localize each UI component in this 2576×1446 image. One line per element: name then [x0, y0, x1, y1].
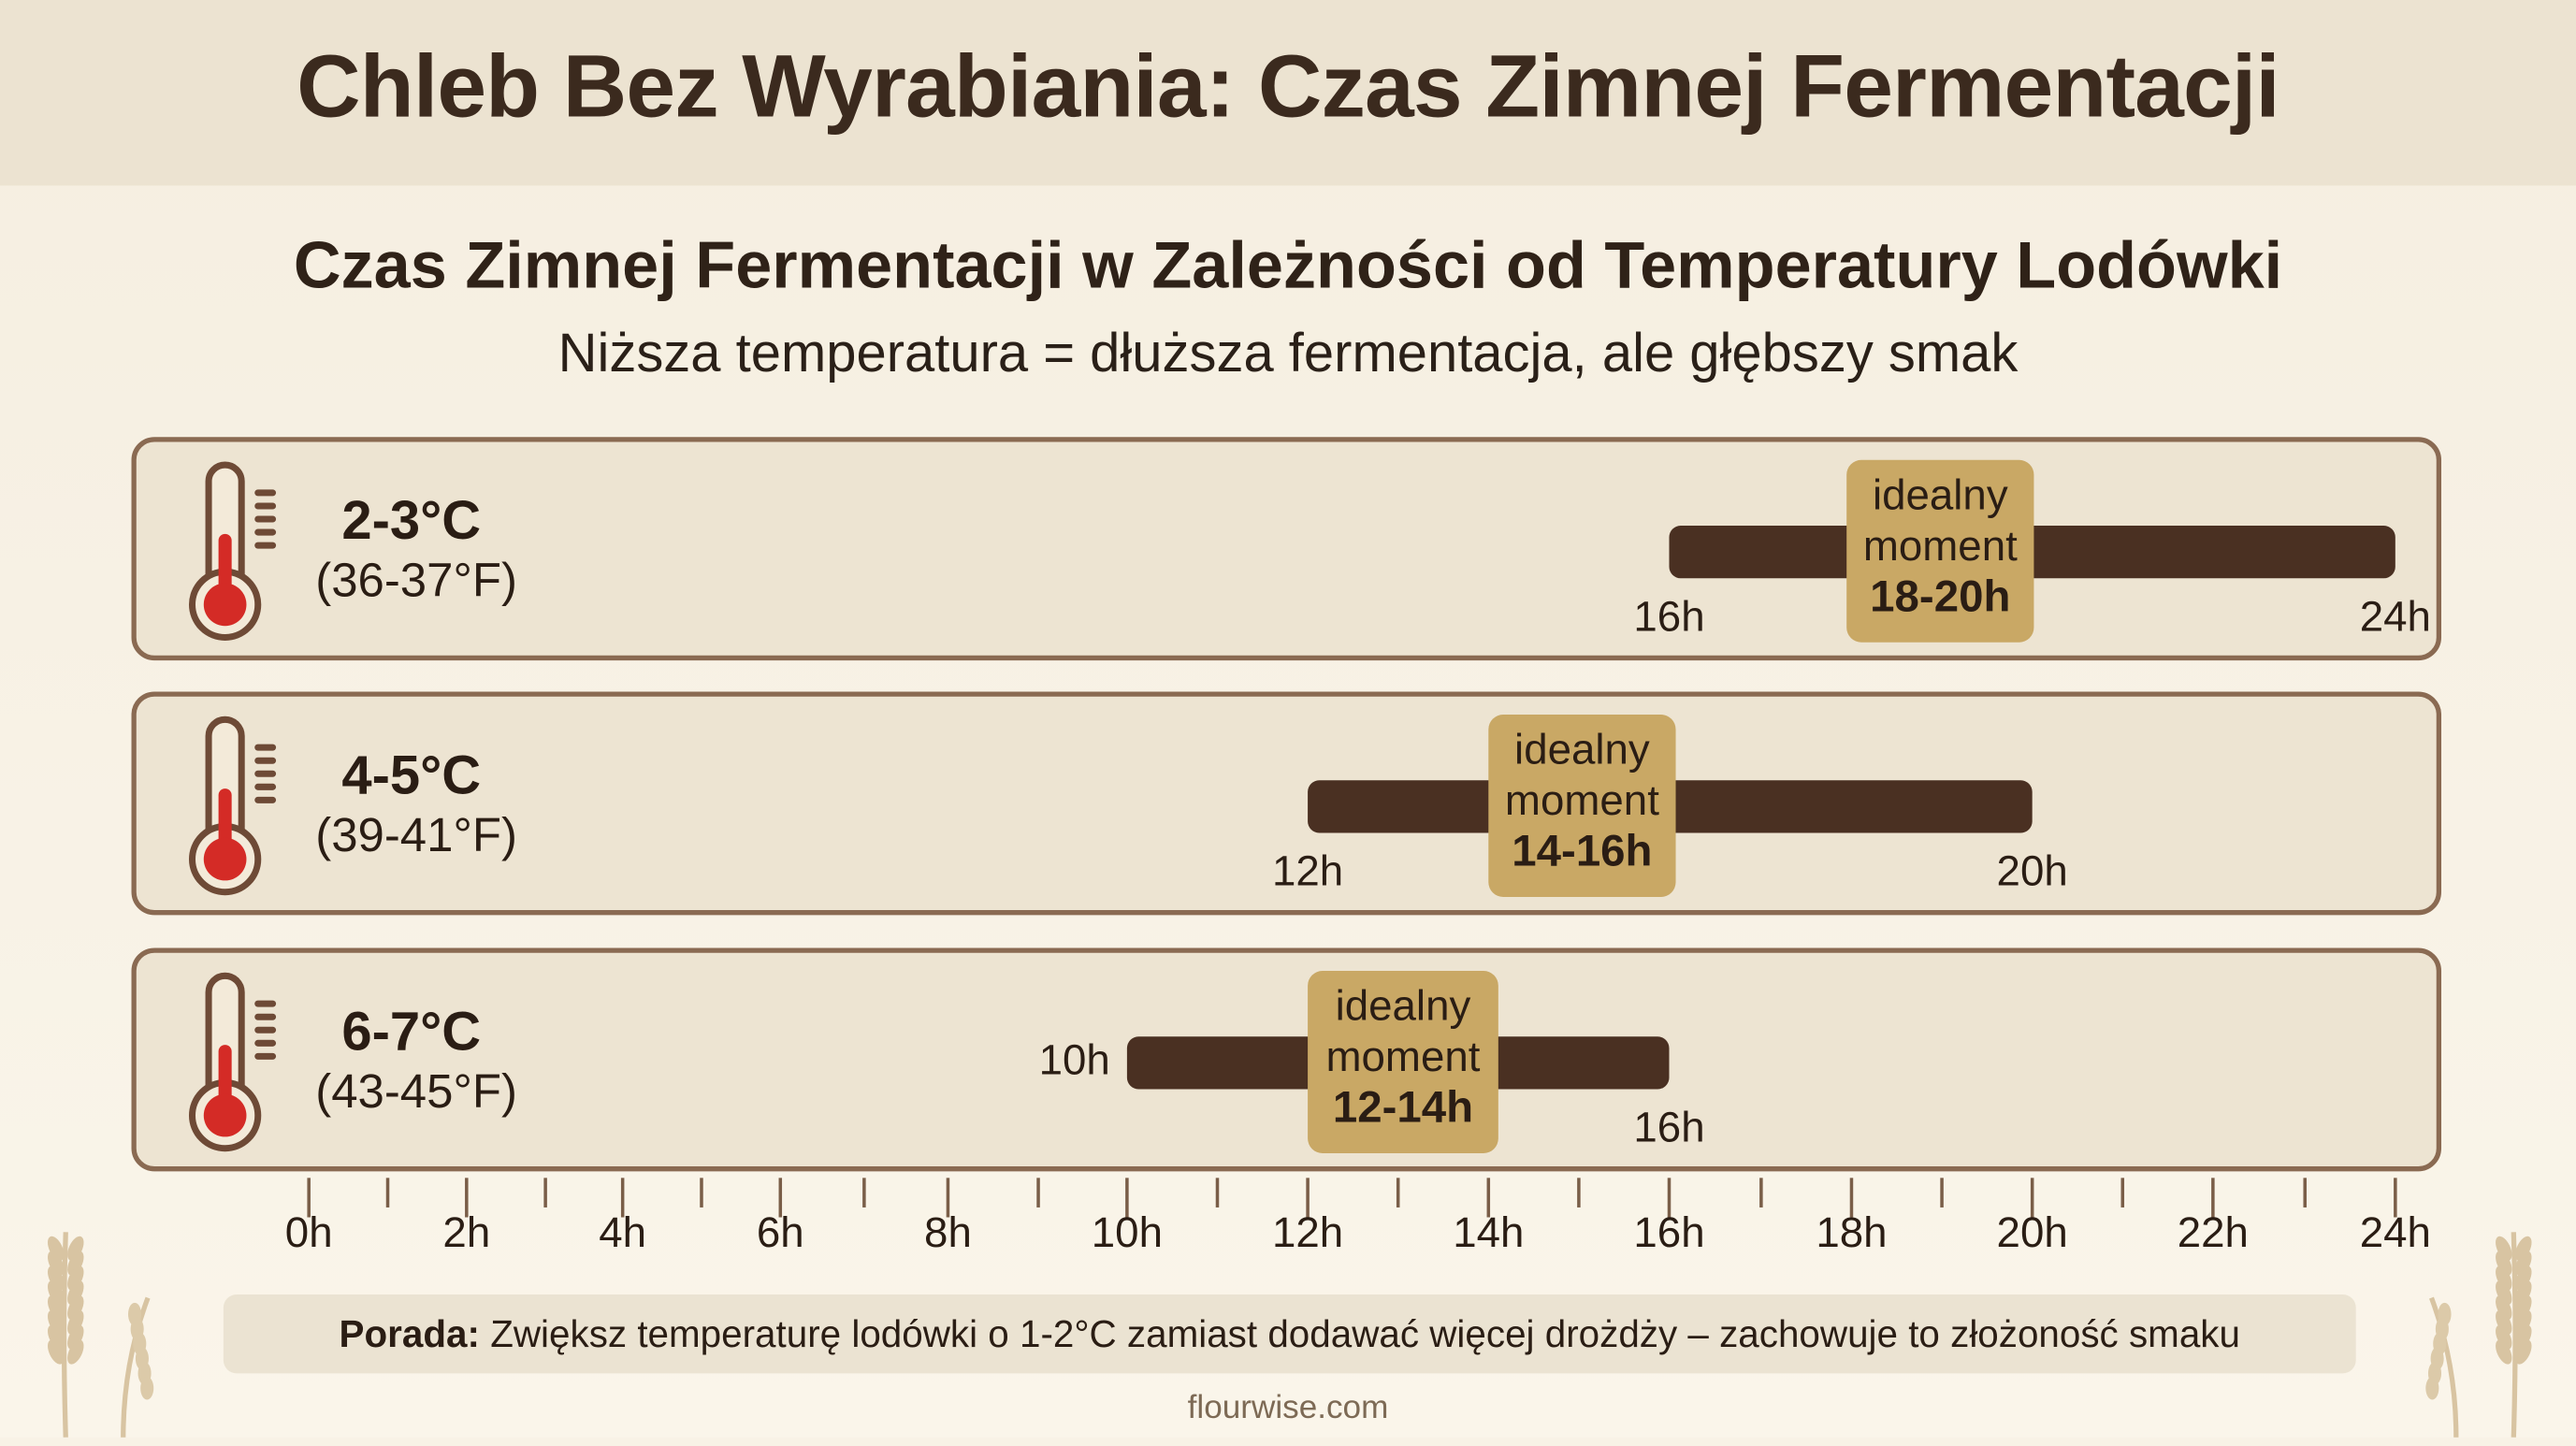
- temp-celsius: 2-3°C: [341, 489, 482, 551]
- axis-tick-major: [1667, 1178, 1672, 1218]
- axis-tick-minor: [1577, 1178, 1581, 1207]
- temp-fahrenheit: (43-45°F): [315, 1065, 517, 1120]
- footer-site: flourwise.com: [1187, 1389, 1389, 1426]
- axis-tick-label: 4h: [599, 1207, 647, 1257]
- axis-tick-minor: [862, 1178, 866, 1207]
- axis-tick-label: 18h: [1816, 1207, 1888, 1257]
- axis-tick-minor: [2302, 1178, 2307, 1207]
- axis-tick-major: [2030, 1178, 2034, 1218]
- temp-fahrenheit: (36-37°F): [315, 555, 517, 608]
- axis-tick-minor: [1940, 1178, 1944, 1207]
- axis-tick-minor: [1396, 1178, 1400, 1207]
- thermometer-icon: [184, 971, 282, 1155]
- temp-celsius: 6-7°C: [341, 1000, 482, 1062]
- chart-title: Czas Zimnej Fermentacji w Zależności od …: [293, 229, 2283, 303]
- range-end-label: 24h: [2359, 591, 2431, 641]
- page-title: Chleb Bez Wyrabiania: Czas Zimnej Fermen…: [297, 37, 2280, 137]
- axis-tick-label: 24h: [2359, 1207, 2431, 1257]
- axis-tick-label: 14h: [1453, 1207, 1525, 1257]
- temp-fahrenheit: (39-41°F): [315, 809, 517, 863]
- axis-tick-minor: [1215, 1178, 1220, 1207]
- axis-tick-minor: [385, 1178, 390, 1207]
- axis-tick-major: [2394, 1178, 2397, 1218]
- temp-celsius: 4-5°C: [341, 744, 482, 805]
- header-band: [0, 0, 2576, 186]
- thermometer-icon: [184, 460, 282, 644]
- ideal-label: idealny moment: [1325, 980, 1481, 1081]
- ideal-moment-box: idealny moment 14-16h: [1488, 715, 1676, 897]
- axis-tick-major: [1849, 1178, 1854, 1218]
- axis-tick-major: [778, 1178, 783, 1218]
- axis-tick-major: [946, 1178, 950, 1218]
- axis-tick-minor: [2120, 1178, 2125, 1207]
- axis-tick-major: [1125, 1178, 1129, 1218]
- axis-tick-label: 0h: [284, 1207, 333, 1257]
- axis-tick-major: [1486, 1178, 1491, 1218]
- ideal-range: 12-14h: [1332, 1082, 1474, 1133]
- ideal-moment-box: idealny moment 18-20h: [1846, 459, 2034, 643]
- axis-tick-label: 22h: [2177, 1207, 2249, 1257]
- axis-tick-label: 2h: [442, 1207, 491, 1257]
- axis-tick-minor: [543, 1178, 547, 1207]
- row-panel: [131, 691, 2442, 916]
- range-start-label: 12h: [1271, 846, 1344, 896]
- wheat-icon: [2415, 1216, 2547, 1438]
- axis-tick-major: [1306, 1178, 1310, 1218]
- ideal-range: 18-20h: [1870, 571, 2011, 621]
- wheat-icon: [33, 1216, 165, 1438]
- axis-tick-major: [307, 1178, 311, 1218]
- tip-label: Porada:: [339, 1312, 480, 1356]
- chart-subtitle: Niższa temperatura = dłuższa fermentacja…: [557, 322, 2019, 383]
- range-start-label: 16h: [1633, 591, 1705, 641]
- axis-tick-label: 12h: [1271, 1207, 1344, 1257]
- axis-tick-minor: [700, 1178, 703, 1207]
- tip-box: Porada: Zwiększ temperaturę lodówki o 1-…: [223, 1294, 2356, 1374]
- ideal-label: idealny moment: [1862, 470, 2018, 571]
- axis-tick-label: 8h: [924, 1207, 972, 1257]
- ideal-range: 14-16h: [1512, 826, 1653, 876]
- axis-tick-minor: [1035, 1178, 1039, 1207]
- range-end-label: 20h: [1996, 846, 2068, 896]
- axis-tick-minor: [1758, 1178, 1762, 1207]
- thermometer-icon: [184, 715, 282, 899]
- axis-tick-major: [465, 1178, 469, 1218]
- range-start-label: 10h: [1038, 1034, 1110, 1085]
- axis-tick-label: 16h: [1633, 1207, 1705, 1257]
- ideal-moment-box: idealny moment 12-14h: [1308, 971, 1498, 1153]
- axis-tick-label: 10h: [1091, 1207, 1163, 1257]
- axis-tick-label: 6h: [756, 1207, 804, 1257]
- tip-text: Zwiększ temperaturę lodówki o 1-2°C zami…: [479, 1312, 2240, 1356]
- ideal-label: idealny moment: [1504, 724, 1659, 825]
- range-end-label: 16h: [1633, 1102, 1705, 1152]
- axis-tick-label: 20h: [1996, 1207, 2068, 1257]
- axis-tick-major: [620, 1178, 625, 1218]
- axis-tick-major: [2211, 1178, 2215, 1218]
